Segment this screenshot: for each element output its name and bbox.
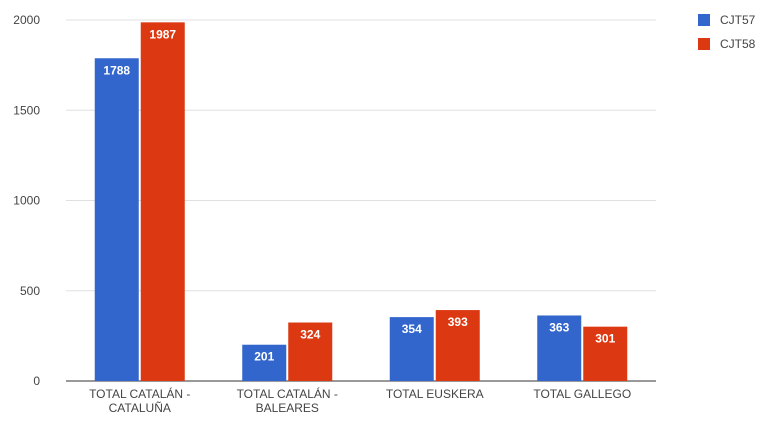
bars <box>94 22 628 382</box>
bar-value-label: 393 <box>448 315 468 329</box>
bar-value-label: 301 <box>595 332 615 346</box>
bar-cjt57 <box>242 344 287 381</box>
x-axis-category-labels: TOTAL CATALÁN -CATALUÑA TOTAL CATALÁN -BA… <box>89 386 631 415</box>
bar-cjt58 <box>140 22 185 382</box>
legend-label: CJT58 <box>720 37 756 51</box>
x-tick-label: TOTAL GALLEGO <box>533 387 631 401</box>
x-tick-label: TOTAL CATALÁN -BALEARES <box>237 386 338 415</box>
bar-value-label: 1987 <box>149 27 176 41</box>
bar-cjt58 <box>435 310 480 381</box>
bar-cjt57 <box>389 317 434 381</box>
y-tick-label: 500 <box>20 284 40 298</box>
bar-value-label: 201 <box>254 350 274 364</box>
y-axis-tick-labels: 0 500 1000 1500 2000 <box>13 13 40 388</box>
bar-value-label: 324 <box>300 328 320 342</box>
bar-cjt57 <box>94 58 139 382</box>
bar-cjt58 <box>583 326 628 381</box>
legend: CJT57 CJT58 <box>698 13 756 51</box>
y-tick-label: 0 <box>33 374 40 388</box>
x-tick-label: TOTAL CATALÁN -CATALUÑA <box>89 386 190 415</box>
bar-value-label: 1788 <box>103 63 130 77</box>
bar-cjt58 <box>288 322 333 381</box>
legend-label: CJT57 <box>720 13 756 27</box>
x-tick-label: TOTAL EUSKERA <box>386 387 484 401</box>
legend-swatch <box>698 38 710 50</box>
bar-cjt57 <box>537 315 582 381</box>
bar-value-labels: 1788 1987 201 324 354 393 363 301 <box>103 27 615 363</box>
y-tick-label: 1500 <box>13 103 40 117</box>
bar-value-label: 354 <box>402 322 422 336</box>
bar-value-label: 363 <box>549 320 569 334</box>
y-tick-label: 2000 <box>13 13 40 27</box>
legend-swatch <box>698 14 710 26</box>
y-tick-label: 1000 <box>13 194 40 208</box>
